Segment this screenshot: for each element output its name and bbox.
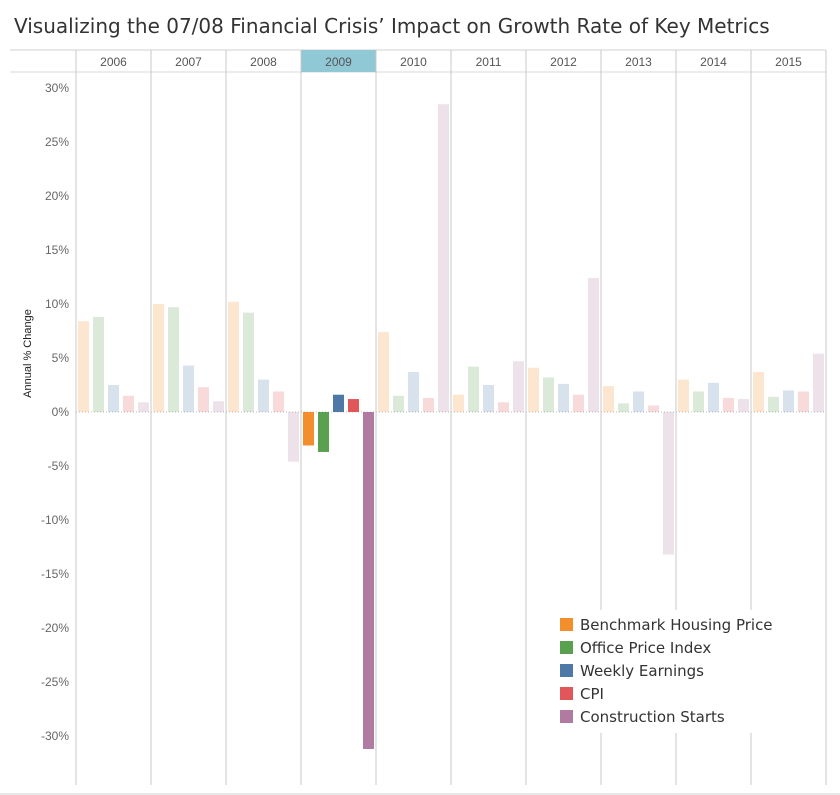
bar-2006-0[interactable] (78, 321, 89, 412)
year-header: 2006 2007 2008 2009 2010 2011 2012 2013 2014 2015 (10, 49, 826, 73)
bar-2014-1[interactable] (693, 391, 704, 412)
bar-2015-2[interactable] (783, 390, 794, 412)
y-axis-label: Annual % Change (22, 309, 34, 398)
bar-2011-4[interactable] (513, 361, 524, 412)
bar-2006-2[interactable] (108, 385, 119, 412)
y-tick-label: 10% (45, 297, 69, 311)
bar-2010-2[interactable] (408, 372, 419, 412)
y-tick-label: -10% (41, 513, 69, 527)
legend-swatch[interactable] (560, 687, 573, 700)
y-tick-label: 20% (45, 189, 69, 203)
y-tick-label: 15% (45, 243, 69, 257)
bar-2011-2[interactable] (483, 385, 494, 412)
bar-2008-0[interactable] (228, 301, 239, 412)
bar-2010-1[interactable] (393, 395, 404, 412)
year-label-2006[interactable]: 2006 (100, 55, 127, 69)
legend-label[interactable]: Construction Starts (580, 708, 725, 726)
bar-2007-0[interactable] (153, 304, 164, 412)
y-tick-label: -5% (48, 459, 70, 473)
bar-2014-0[interactable] (678, 379, 689, 412)
bar-layer (78, 104, 824, 749)
bar-2015-3[interactable] (798, 391, 809, 412)
bar-2007-1[interactable] (168, 307, 179, 412)
bar-2013-4[interactable] (663, 412, 674, 555)
year-label-2014[interactable]: 2014 (700, 55, 727, 69)
bar-2013-0[interactable] (603, 386, 614, 412)
legend-background (554, 610, 784, 733)
bar-2012-0[interactable] (528, 367, 539, 412)
y-tick-label: -25% (41, 675, 69, 689)
year-label-2012[interactable]: 2012 (550, 55, 577, 69)
bar-2007-2[interactable] (183, 365, 194, 412)
legend-label[interactable]: Office Price Index (580, 639, 711, 657)
bar-2014-2[interactable] (708, 382, 719, 412)
bar-2014-3[interactable] (723, 397, 734, 412)
bar-2015-4[interactable] (813, 353, 824, 412)
legend-swatch[interactable] (560, 710, 573, 723)
y-tick-label: -15% (41, 567, 69, 581)
y-axis: 30% 25% 20% 15% 10% 5% 0% -5% -10% -15% -20% -25% -3… (0, 50, 840, 795)
bar-2011-0[interactable] (453, 394, 464, 412)
y-tick-label: 30% (45, 81, 69, 95)
y-tick-label: -20% (41, 621, 69, 635)
year-label-2015[interactable]: 2015 (775, 55, 802, 69)
y-tick-label: 5% (52, 351, 70, 365)
bar-2010-0[interactable] (378, 332, 389, 412)
bar-2008-2[interactable] (258, 379, 269, 412)
bar-2013-1[interactable] (618, 403, 629, 412)
bar-2011-1[interactable] (468, 366, 479, 412)
bar-2015-1[interactable] (768, 396, 779, 412)
y-tick-label: -30% (41, 729, 69, 743)
legend: Benchmark Housing Price Office Price Inde… (554, 610, 784, 733)
bar-2012-3[interactable] (573, 394, 584, 412)
year-header-highlight[interactable] (301, 50, 376, 72)
bar-2007-4[interactable] (213, 401, 224, 412)
bar-2009-4[interactable] (363, 412, 374, 749)
bar-2007-3[interactable] (198, 387, 209, 412)
year-label-2010[interactable]: 2010 (400, 55, 427, 69)
bar-2011-3[interactable] (498, 402, 509, 412)
year-label-2011[interactable]: 2011 (476, 55, 502, 69)
bar-2008-3[interactable] (273, 391, 284, 412)
legend-label[interactable]: Benchmark Housing Price (580, 616, 773, 634)
bar-2009-3[interactable] (348, 399, 359, 412)
legend-swatch[interactable] (560, 664, 573, 677)
bar-2012-1[interactable] (543, 377, 554, 412)
bar-2010-4[interactable] (438, 104, 449, 412)
bar-2008-4[interactable] (288, 412, 299, 462)
bar-2006-1[interactable] (93, 316, 104, 412)
bar-2010-3[interactable] (423, 397, 434, 412)
legend-swatch[interactable] (560, 641, 573, 654)
bar-2012-2[interactable] (558, 383, 569, 412)
bar-2013-3[interactable] (648, 405, 659, 412)
bar-2013-2[interactable] (633, 391, 644, 412)
y-tick-label: 0% (52, 405, 70, 419)
year-label-2007[interactable]: 2007 (175, 55, 202, 69)
chart-title: Visualizing the 07/08 Financial Crisis’ … (14, 14, 770, 38)
bar-2012-4[interactable] (588, 278, 599, 412)
legend-label[interactable]: CPI (580, 685, 604, 703)
y-tick-label: 25% (45, 135, 69, 149)
bar-2015-0[interactable] (753, 372, 764, 412)
bar-2009-2[interactable] (333, 394, 344, 412)
legend-swatch[interactable] (560, 618, 573, 631)
year-label-2013[interactable]: 2013 (625, 55, 652, 69)
bar-2008-1[interactable] (243, 312, 254, 412)
bar-2009-1[interactable] (318, 412, 329, 452)
legend-label[interactable]: Weekly Earnings (580, 662, 704, 680)
bar-2009-0[interactable] (303, 412, 314, 446)
bar-2014-4[interactable] (738, 399, 749, 412)
year-label-2009[interactable]: 2009 (325, 55, 352, 69)
bar-2006-3[interactable] (123, 395, 134, 412)
bar-2006-4[interactable] (138, 402, 149, 412)
year-label-2008[interactable]: 2008 (250, 55, 277, 69)
